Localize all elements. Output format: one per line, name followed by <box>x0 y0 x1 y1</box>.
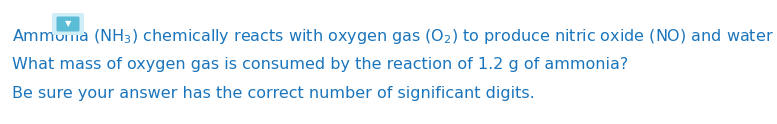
Text: Be sure your answer has the correct number of significant digits.: Be sure your answer has the correct numb… <box>12 86 535 101</box>
FancyBboxPatch shape <box>57 16 79 31</box>
FancyBboxPatch shape <box>52 13 84 35</box>
Text: What mass of oxygen gas is consumed by the reaction of 1.2 g of ammonia?: What mass of oxygen gas is consumed by t… <box>12 57 629 72</box>
Text: Ammonia $\left(\mathrm{NH_3}\right)$ chemically reacts with oxygen gas $\left(\m: Ammonia $\left(\mathrm{NH_3}\right)$ che… <box>12 27 777 46</box>
Text: ▼: ▼ <box>64 19 71 29</box>
